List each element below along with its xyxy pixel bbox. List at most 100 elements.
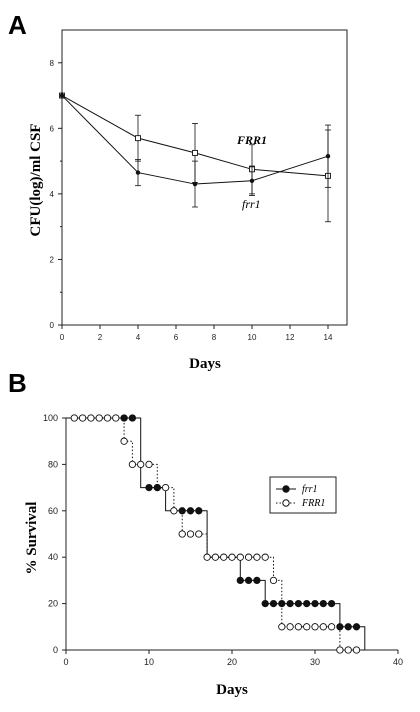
survival-point-frr1 (153, 483, 161, 492)
survival-point-FRR1 (286, 623, 294, 631)
panel-b-letter: B (8, 368, 27, 398)
x-tick-label: 6 (174, 333, 179, 342)
survival-point-frr1 (261, 599, 269, 608)
panel-b-series (66, 414, 366, 654)
survival-point-FRR1 (120, 437, 128, 445)
panel-a-plot-frame (61, 29, 348, 326)
x-tick-label: 8 (212, 333, 217, 342)
survival-point-FRR1 (137, 460, 145, 469)
data-point-frr1 (249, 178, 255, 183)
survival-point-FRR1 (95, 414, 103, 422)
y-tick-label: 80 (48, 459, 58, 469)
panel-a-letter: A (8, 10, 27, 40)
y-tick-label: 0 (53, 645, 58, 655)
x-tick-label: 0 (60, 333, 65, 342)
survival-point-frr1 (269, 599, 278, 608)
panel-b-y-ticks: 0 20 40 60 80 100 (43, 413, 66, 655)
survival-point-FRR1 (195, 530, 203, 538)
survival-point-FRR1 (244, 553, 253, 561)
survival-point-FRR1 (145, 460, 153, 469)
data-point-FRR1 (192, 149, 198, 156)
y-tick-label: 60 (48, 506, 58, 516)
survival-point-FRR1 (203, 553, 211, 561)
survival-point-FRR1 (112, 414, 120, 422)
survival-point-FRR1 (344, 646, 352, 654)
survival-point-FRR1 (319, 623, 327, 631)
panel-b-y-axis-title: % Survival (24, 502, 40, 575)
survival-point-frr1 (120, 414, 128, 422)
panel-a-x-axis-title: Days (189, 356, 221, 372)
survival-point-frr1 (253, 576, 261, 585)
survival-point-FRR1 (311, 623, 319, 631)
x-tick-label: 2 (98, 333, 103, 342)
survival-point-FRR1 (303, 623, 311, 631)
data-point-frr1 (325, 153, 331, 159)
x-tick-label: 30 (310, 657, 320, 667)
survival-point-FRR1 (336, 646, 344, 654)
y-tick-label: 40 (48, 552, 58, 562)
survival-point-frr1 (128, 414, 137, 422)
survival-point-FRR1 (228, 553, 236, 561)
survival-point-frr1 (286, 599, 294, 608)
survival-point-FRR1 (161, 483, 170, 492)
survival-point-FRR1 (128, 460, 137, 469)
survival-point-FRR1 (294, 623, 303, 631)
survival-point-frr1 (311, 599, 319, 608)
survival-point-frr1 (344, 623, 352, 631)
data-point-FRR1 (135, 135, 141, 142)
x-tick-label: 4 (136, 333, 141, 342)
panel-b: B 0 10 20 30 40 0 20 40 60 80 100 Days % Survival… (8, 368, 403, 698)
panel-b-legend-box (269, 476, 337, 514)
panel-a-series-label-frr1-upper: FRR1 (236, 133, 267, 147)
x-tick-label: 14 (324, 333, 333, 342)
survival-point-FRR1 (261, 553, 269, 561)
x-tick-label: 12 (286, 333, 295, 342)
x-tick-label: 10 (144, 657, 154, 667)
survival-line-FRR1 (66, 417, 365, 651)
survival-point-FRR1 (178, 530, 186, 538)
survival-point-FRR1 (236, 553, 244, 561)
panel-a-series-label-frr1-lower: frr1 (242, 197, 261, 211)
survival-point-frr1 (195, 507, 203, 515)
y-tick-label: 20 (48, 599, 58, 609)
legend-label-frr1: frr1 (302, 484, 318, 495)
survival-point-FRR1 (70, 414, 78, 422)
data-point-frr1 (192, 181, 198, 187)
survival-point-FRR1 (278, 623, 286, 631)
survival-point-FRR1 (170, 507, 178, 515)
x-tick-label: 10 (248, 333, 257, 342)
y-tick-label: 100 (43, 413, 58, 423)
x-tick-label: 40 (393, 657, 403, 667)
x-tick-label: 0 (63, 657, 68, 667)
survival-point-frr1 (319, 599, 327, 608)
survival-point-frr1 (145, 483, 153, 492)
legend-marker-frr1 (282, 485, 290, 493)
panel-a-series (59, 92, 331, 223)
y-tick-label: 4 (50, 190, 55, 199)
survival-line-frr1 (66, 417, 366, 650)
x-tick-label: 20 (227, 657, 237, 667)
survival-point-FRR1 (87, 414, 95, 422)
survival-point-FRR1 (352, 646, 361, 654)
y-tick-label: 0 (50, 321, 55, 330)
survival-point-FRR1 (253, 553, 261, 561)
y-tick-label: 8 (50, 59, 55, 68)
legend-label-FRR1: FRR1 (301, 498, 325, 509)
survival-point-frr1 (278, 599, 286, 608)
legend-marker-FRR1 (282, 499, 290, 507)
survival-point-frr1 (336, 623, 344, 631)
survival-point-FRR1 (78, 414, 87, 422)
survival-point-frr1 (352, 623, 361, 631)
survival-point-frr1 (294, 599, 303, 608)
data-point-frr1 (59, 93, 65, 98)
survival-point-FRR1 (103, 414, 112, 422)
survival-point-frr1 (327, 599, 336, 608)
data-point-frr1 (135, 170, 141, 175)
survival-point-FRR1 (211, 553, 220, 561)
panel-a: A 0 2 4 6 8 10 12 14 0 2 4 6 8 Days CFU(log)/ml CSF… (8, 10, 348, 372)
panel-a-y-axis-title: CFU(log)/ml CSF (28, 124, 44, 237)
survival-point-FRR1 (186, 530, 195, 538)
survival-point-frr1 (186, 507, 195, 515)
survival-point-FRR1 (269, 576, 278, 585)
